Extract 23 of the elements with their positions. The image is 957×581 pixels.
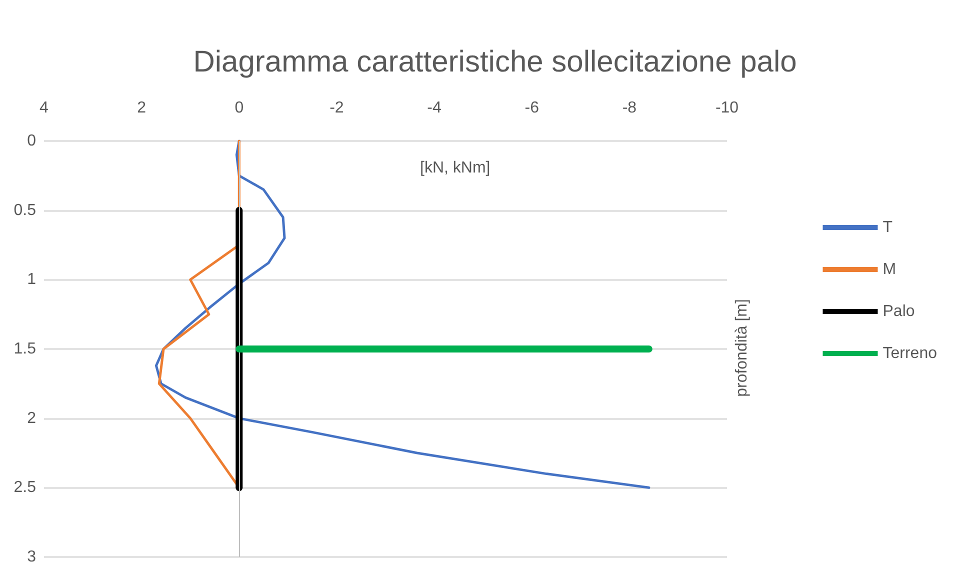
legend-label: M: [882, 261, 896, 278]
x-tick-label: -10: [715, 100, 739, 116]
x-tick-label: -2: [330, 100, 344, 116]
x-tick-label: 2: [137, 100, 146, 116]
x-tick-label: -8: [622, 100, 637, 116]
y-axis-title: profondità [m]: [734, 299, 750, 397]
x-tick-label: -6: [524, 100, 540, 116]
y-tick-label: 1.5: [14, 340, 36, 358]
x-tick-label: 0: [234, 100, 244, 116]
legend-label: Terreno: [882, 345, 938, 362]
x-axis-title: [kN, kNm]: [420, 160, 490, 176]
legend-label: Palo: [882, 303, 915, 320]
y-tick-label: 0.5: [14, 202, 36, 219]
y-tick-label: 3: [27, 548, 36, 566]
y-tick-label: 2.5: [14, 479, 36, 496]
y-tick-label: 0: [27, 132, 36, 150]
y-tick-label: 2: [27, 410, 36, 427]
chart-title: Diagramma caratteristiche sollecitazione palo: [193, 46, 797, 78]
line-series: [154, 140, 650, 489]
legend-label: T: [882, 219, 893, 236]
y-tick-label: 1: [27, 271, 36, 288]
x-tick-label: -4: [427, 100, 442, 116]
x-tick-label: 4: [40, 100, 49, 116]
